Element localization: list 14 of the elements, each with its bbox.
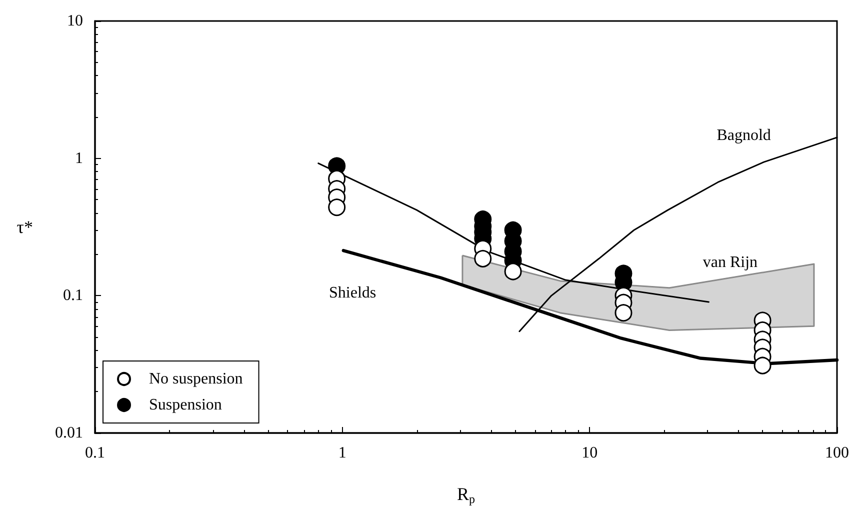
legend-label: No suspension [149,370,243,388]
y-tick-label: 10 [67,12,83,30]
series-label: Shields [329,284,376,302]
series-label: Bagnold [716,126,771,144]
y-axis-title: τ* [16,217,33,237]
x-tick-label: 100 [825,444,849,462]
x-tick-label: 10 [582,444,598,462]
y-tick-label: 1 [75,150,83,167]
x-tick-label: 0.1 [85,444,105,462]
y-tick-label: 0.01 [55,424,83,442]
y-tick-label: 0.1 [63,287,83,304]
legend-label: Suspension [149,396,222,414]
x-tick-label: 1 [338,444,346,462]
text: van Rijn [702,254,758,271]
